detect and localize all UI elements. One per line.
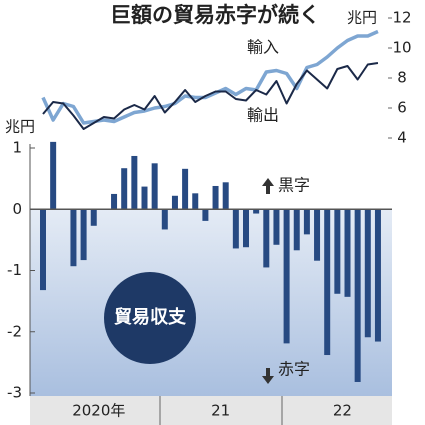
chart-title: 巨額の貿易赤字が続く	[110, 3, 320, 27]
y2-tick-label: 12	[392, 9, 411, 27]
y2-tick-label: 4	[397, 129, 407, 147]
bar	[171, 195, 178, 210]
bar	[222, 182, 229, 210]
bar	[202, 209, 209, 221]
surplus-label: 黒字	[278, 176, 310, 195]
bar	[324, 209, 331, 356]
bar	[273, 209, 280, 245]
bar	[314, 209, 321, 261]
badge-label: 貿易収支	[114, 306, 187, 328]
deficit-label: 赤字	[278, 360, 310, 379]
y-tick-label: 1	[12, 139, 22, 157]
bar	[90, 209, 97, 226]
up-arrow	[262, 178, 274, 194]
bar	[253, 209, 260, 214]
down-arrow	[262, 368, 274, 384]
series-label: 輸入	[247, 38, 279, 57]
bar	[192, 193, 199, 210]
bar	[364, 209, 371, 338]
y2-tick-label: 6	[397, 99, 407, 117]
bar	[232, 209, 239, 249]
bar	[212, 185, 219, 210]
y-unit: 兆円	[5, 118, 35, 136]
y-tick-label: -2	[7, 322, 22, 340]
bar	[141, 186, 148, 210]
bar	[354, 209, 361, 382]
bar	[303, 209, 310, 235]
y-tick-label: -3	[7, 384, 22, 402]
y-tick-label: -1	[7, 261, 22, 279]
bar	[70, 209, 77, 267]
bar	[374, 209, 381, 342]
bar	[161, 209, 168, 230]
bar	[293, 209, 300, 251]
bar	[80, 209, 87, 261]
x-axis-band	[30, 396, 392, 425]
bar	[131, 155, 138, 210]
bar	[283, 209, 290, 344]
line	[41, 29, 379, 125]
y2-tick-label: 8	[397, 69, 407, 87]
y-tick-label: 0	[12, 200, 22, 218]
y2-tick-label: 10	[392, 39, 411, 57]
bar	[263, 209, 270, 268]
series-label: 輸出	[247, 106, 279, 125]
bar	[40, 209, 46, 291]
bar	[334, 209, 341, 294]
bar	[151, 163, 158, 210]
x-tick-label: 21	[211, 402, 230, 420]
x-tick-label: 22	[333, 402, 352, 420]
y2-unit: 兆円	[347, 9, 377, 27]
bar	[121, 168, 128, 210]
bar	[344, 209, 351, 297]
negative-area	[30, 210, 392, 396]
bar	[111, 193, 118, 210]
line	[42, 62, 379, 130]
bar	[243, 209, 249, 248]
x-tick-label: 2020年	[72, 402, 125, 420]
bar	[182, 168, 189, 210]
bar	[50, 141, 57, 210]
badge	[104, 272, 196, 364]
